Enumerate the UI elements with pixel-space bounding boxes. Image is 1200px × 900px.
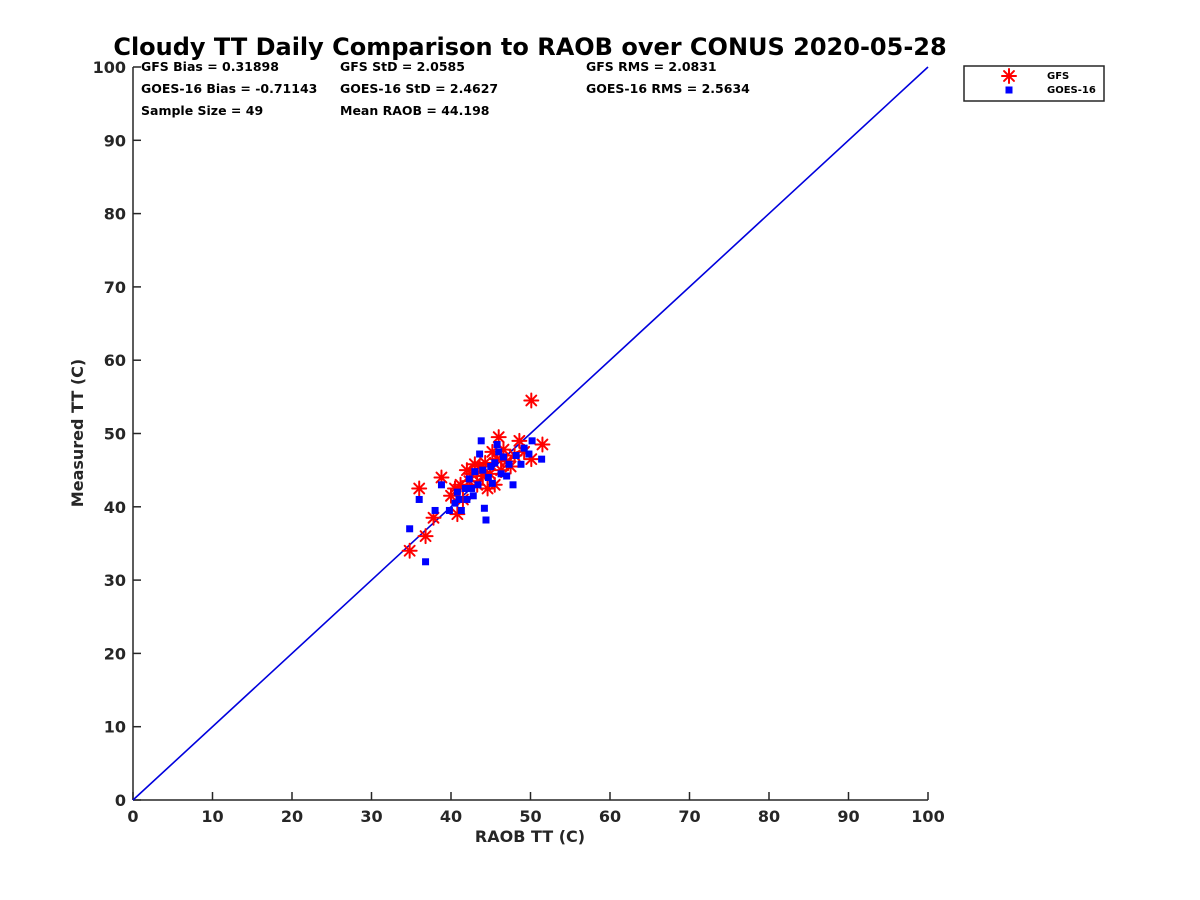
y-tick-label: 30 xyxy=(104,571,126,590)
y-tick-label: 0 xyxy=(115,791,126,810)
goes-16-point xyxy=(474,481,482,489)
stats-block: GFS Bias = 0.31898 GFS StD = 2.0585 GFS … xyxy=(141,59,750,118)
goes-16-point xyxy=(505,460,513,468)
stat-sample-size: Sample Size = 49 xyxy=(141,103,263,118)
goes-16-point xyxy=(484,473,492,481)
goes-16-point xyxy=(503,472,511,480)
goes-16-point xyxy=(525,450,533,458)
y-tick-label: 60 xyxy=(104,351,126,370)
x-tick-label: 80 xyxy=(758,807,780,826)
y-tick-label: 100 xyxy=(93,58,126,77)
goes-16-point xyxy=(457,506,465,514)
goes-16-point xyxy=(445,506,453,514)
legend-goes-16-symbol xyxy=(1005,86,1013,94)
gfs-point xyxy=(401,542,418,559)
x-tick-label: 10 xyxy=(201,807,223,826)
stat-mean-raob: Mean RAOB = 44.198 xyxy=(340,103,489,118)
x-tick-label: 100 xyxy=(911,807,944,826)
goes-16-point xyxy=(499,453,507,461)
stat-gfs-std: GFS StD = 2.0585 xyxy=(340,59,465,74)
goes-16-point xyxy=(455,495,463,503)
series-gfs xyxy=(401,392,551,559)
goes-16-point xyxy=(512,451,520,459)
stat-goes-std: GOES-16 StD = 2.4627 xyxy=(340,81,498,96)
gfs-point xyxy=(417,528,434,545)
y-axis-label: Measured TT (C) xyxy=(68,359,87,507)
goes-16-point xyxy=(493,440,501,448)
legend: GFS GOES-16 xyxy=(963,65,1105,102)
goes-16-point xyxy=(480,504,488,512)
x-tick-label: 30 xyxy=(360,807,382,826)
legend-gfs-marker xyxy=(1001,68,1017,84)
goes-16-point xyxy=(465,475,473,483)
x-tick-label: 20 xyxy=(281,807,303,826)
goes-16-point xyxy=(451,499,459,507)
y-tick-label: 20 xyxy=(104,644,126,663)
goes-16-point xyxy=(468,484,476,492)
goes-16-point xyxy=(520,444,528,452)
gfs-point xyxy=(425,509,442,526)
goes-16-point xyxy=(431,506,439,514)
goes-16-point xyxy=(488,479,496,487)
stat-gfs-bias: GFS Bias = 0.31898 xyxy=(141,59,279,74)
gfs-point xyxy=(411,480,428,497)
series-goes-16 xyxy=(406,437,546,566)
goes-16-point xyxy=(528,437,536,445)
goes-16-point xyxy=(487,462,495,470)
x-tick-label: 60 xyxy=(599,807,621,826)
goes-16-point xyxy=(517,460,525,468)
legend-box xyxy=(963,65,1105,102)
goes-16-point xyxy=(477,437,485,445)
y-axis-ticks: 0 10 20 30 40 50 60 70 80 90 100 xyxy=(93,58,141,810)
stat-goes-bias: GOES-16 Bias = -0.71143 xyxy=(141,81,317,96)
x-tick-label: 50 xyxy=(519,807,541,826)
stat-goes-rms: GOES-16 RMS = 2.5634 xyxy=(586,81,750,96)
goes-16-point xyxy=(495,448,503,456)
x-axis-ticks: 0 10 20 30 40 50 60 70 80 90 100 xyxy=(127,792,945,826)
gfs-point xyxy=(490,429,507,446)
gfs-point xyxy=(534,436,551,453)
goes-16-point xyxy=(509,481,517,489)
gfs-point xyxy=(511,432,528,449)
legend-gfs-symbol xyxy=(1001,68,1017,84)
y-tick-label: 40 xyxy=(104,498,126,517)
one-to-one-line xyxy=(132,66,929,801)
chart-title: Cloudy TT Daily Comparison to RAOB over … xyxy=(113,33,946,61)
y-tick-label: 80 xyxy=(104,205,126,224)
y-tick-label: 10 xyxy=(104,718,126,737)
goes-16-point xyxy=(406,525,414,533)
x-tick-label: 40 xyxy=(440,807,462,826)
goes-16-point xyxy=(479,466,487,474)
x-tick-label: 90 xyxy=(837,807,859,826)
y-tick-label: 90 xyxy=(104,131,126,150)
goes-16-point xyxy=(453,488,461,496)
goes-16-point xyxy=(476,450,484,458)
goes-16-point xyxy=(415,495,423,503)
legend-gfs-label: GFS xyxy=(1047,71,1069,82)
goes-16-point xyxy=(422,558,430,566)
gfs-point xyxy=(523,451,540,468)
gfs-point xyxy=(523,392,540,409)
x-tick-label: 0 xyxy=(127,807,138,826)
goes-16-point xyxy=(469,492,477,500)
x-axis-label: RAOB TT (C) xyxy=(475,827,585,846)
y-tick-label: 70 xyxy=(104,278,126,297)
legend-goes-16-marker xyxy=(1005,86,1013,94)
y-tick-label: 50 xyxy=(104,425,126,444)
stat-gfs-rms: GFS RMS = 2.0831 xyxy=(586,59,717,74)
goes-16-point xyxy=(491,459,499,467)
goes-16-point xyxy=(437,481,445,489)
legend-goes-16-label: GOES-16 xyxy=(1047,85,1096,96)
goes-16-point xyxy=(461,484,469,492)
x-tick-label: 70 xyxy=(678,807,700,826)
goes-16-point xyxy=(482,516,490,524)
goes-16-point xyxy=(497,470,505,478)
goes-16-point xyxy=(463,495,471,503)
goes-16-point xyxy=(471,468,479,476)
goes-16-point xyxy=(538,455,546,463)
